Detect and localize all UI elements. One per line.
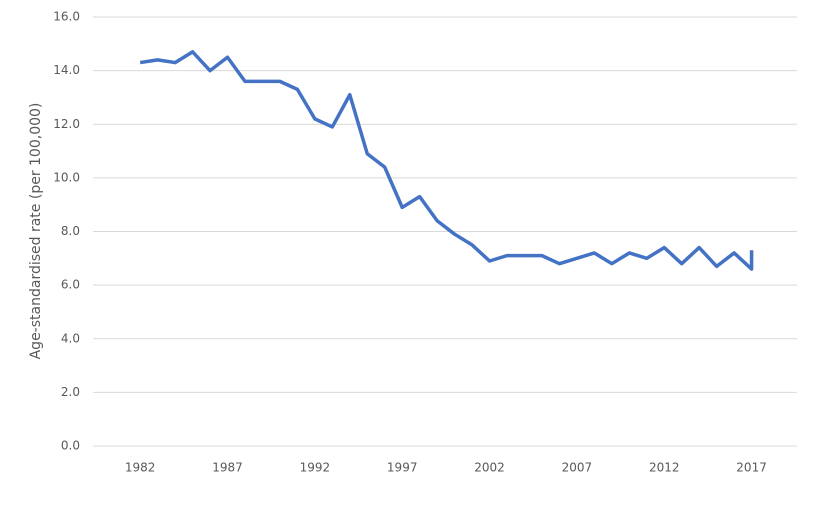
y-tick-label: 10.0 [53,170,80,184]
y-tick-label: 16.0 [53,10,80,24]
y-tick-label: 8.0 [61,224,80,238]
x-tick-label: 2007 [562,461,593,475]
x-tick-label: 1982 [125,461,156,475]
y-axis-label: Age-standardised rate (per 100,000) [28,103,44,360]
y-tick-label: 2.0 [61,385,80,399]
x-tick-label: 1997 [387,461,418,475]
x-tick-label: 2017 [736,461,767,475]
x-tick-label: 1992 [300,461,331,475]
data-line [139,50,754,271]
x-tick-label: 2002 [474,461,505,475]
y-tick-label: 6.0 [61,278,80,292]
y-tick-label: 14.0 [53,63,80,77]
x-tick-label: 2012 [649,461,680,475]
y-tick-label: 0.0 [61,439,80,453]
y-tick-label: 12.0 [53,117,80,131]
y-tick-label: 4.0 [61,331,80,345]
x-tick-label: 1987 [212,461,243,475]
